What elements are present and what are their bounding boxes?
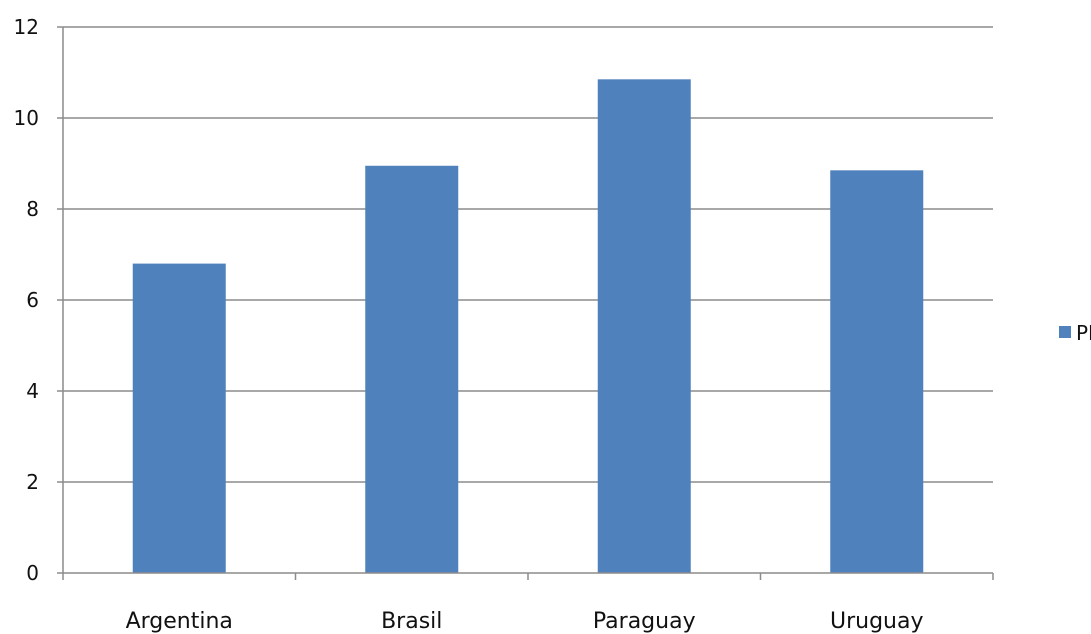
- y-axis-tick-labels: 0 2 4 6 8 10 12: [14, 15, 39, 585]
- y-tick-label: 6: [26, 288, 39, 312]
- x-category-label: Brasil: [381, 609, 442, 634]
- legend: PBI: [1059, 321, 1091, 345]
- legend-label-pbi: PBI: [1076, 321, 1091, 345]
- bar-uruguay: [830, 170, 924, 573]
- x-axis-category-labels: Argentina Brasil Paraguay Uruguay: [126, 609, 924, 634]
- bar-argentina: [132, 263, 226, 573]
- y-tick-label: 2: [26, 470, 39, 494]
- x-category-label: Argentina: [126, 609, 233, 634]
- y-tick-label: 4: [26, 379, 39, 403]
- legend-swatch-pbi: [1059, 326, 1071, 338]
- axes: [62, 27, 994, 580]
- x-category-label: Uruguay: [830, 609, 924, 634]
- bar-brasil: [365, 165, 459, 573]
- y-tick-label: 8: [26, 197, 39, 221]
- bar-paraguay: [597, 79, 691, 573]
- y-tick-label: 0: [26, 561, 39, 585]
- x-category-label: Paraguay: [593, 609, 696, 634]
- bars: [132, 79, 924, 573]
- y-tick-label: 10: [14, 106, 39, 130]
- y-tick-label: 12: [14, 15, 39, 39]
